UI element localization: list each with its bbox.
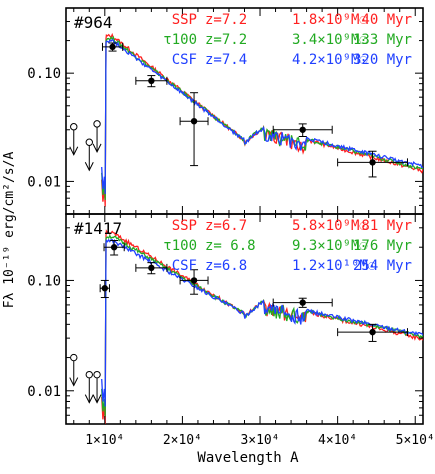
photometry-1417 <box>69 240 408 404</box>
spectrum-csf <box>101 38 423 195</box>
legend-entry: SSP z=6.7 5.8×10⁹M☉81 Myr <box>172 218 412 234</box>
upper-limit <box>84 370 94 404</box>
x-tick-label: 2×10⁴ <box>163 433 202 448</box>
legend-text: 4.2×10⁹M☉ <box>292 52 368 68</box>
legend-text: τ100 <box>163 238 197 254</box>
data-point <box>135 75 168 88</box>
legend-text: z=7.2 <box>205 32 247 48</box>
upper-limit <box>92 120 102 154</box>
legend-text: 81 Myr <box>361 218 412 234</box>
x-tick-label: 5×10⁴ <box>396 433 435 448</box>
legend-text: 133 Myr <box>353 32 412 48</box>
photometry-964 <box>69 42 408 178</box>
legend-text: SSP <box>172 12 197 28</box>
y-tick-label: 0.10 <box>27 273 61 289</box>
x-tick-label: 4×10⁴ <box>318 433 357 448</box>
legend-entry: τ100 z= 6.8 9.3×10⁹M☉176 Myr <box>163 238 412 254</box>
legend-text: 9.3×10⁹M☉ <box>292 238 368 254</box>
panel-1417: 0.10 0.01 1×10⁴ 2×10⁴ 3×10⁴ 4×10⁴ 5×10⁴ SSP z=6… <box>27 213 435 448</box>
legend-text: 1.8×10⁹M☉ <box>292 12 368 28</box>
data-point <box>272 123 333 137</box>
data-point <box>179 269 209 295</box>
legend-entry: τ100 z=7.2 3.4×10⁹M☉133 Myr <box>163 32 412 48</box>
legend-964: SSP z=7.2 1.8×10⁹M☉40 Myr τ100 z=7.2 3.4×10⁹M… <box>163 12 412 68</box>
data-point <box>135 262 168 275</box>
y-tick-label: 0.01 <box>27 174 61 190</box>
data-point <box>179 92 209 167</box>
legend-text: z=6.7 <box>205 218 247 234</box>
y-tick-label: 0.10 <box>27 66 61 82</box>
data-point <box>101 42 124 52</box>
x-tick-label: 3×10⁴ <box>240 433 279 448</box>
legend-text: CSF <box>172 258 197 274</box>
upper-limit <box>69 123 79 156</box>
legend-text: 40 Myr <box>361 12 412 28</box>
legend-entry: CSF z=6.8 1.2×10¹⁰M☉254 Myr <box>172 258 412 274</box>
legend-entry: SSP z=7.2 1.8×10⁹M☉40 Myr <box>172 12 412 28</box>
legend-text: 320 Myr <box>353 52 412 68</box>
legend-text: SSP <box>172 218 197 234</box>
x-axis-label: Wavelength A <box>197 450 299 466</box>
legend-text: z=7.4 <box>205 52 247 68</box>
legend-entry: CSF z=7.4 4.2×10⁹M☉320 Myr <box>172 52 412 68</box>
legend-text: 176 Myr <box>353 238 412 254</box>
legend-1417: SSP z=6.7 5.8×10⁹M☉81 Myr τ100 z= 6.8 9.3×10⁹… <box>163 218 412 274</box>
x-tick-label: 1×10⁴ <box>85 433 124 448</box>
model-spectra-964 <box>101 32 423 207</box>
legend-text: τ100 <box>163 32 197 48</box>
data-point <box>99 279 110 299</box>
panel-964: 0.10 0.01 SSP z=7.2 1.8×10⁹M☉40 Myr τ100 z=7.… <box>27 7 424 215</box>
y-axis-label: Fλ 10⁻¹⁹ erg/cm²/s/A <box>2 152 17 309</box>
legend-text: 3.4×10⁹M☉ <box>292 32 368 48</box>
legend-text: 1.2×10¹⁰M☉ <box>292 258 376 274</box>
legend-text: 5.8×10⁹M☉ <box>292 218 368 234</box>
upper-limit <box>69 353 79 387</box>
axis-ticks-1417: 0.10 0.01 1×10⁴ 2×10⁴ 3×10⁴ 4×10⁴ 5×10⁴ <box>27 213 435 448</box>
data-point <box>337 323 408 342</box>
panel-title-1417: #1417 <box>74 219 122 238</box>
y-tick-label: 0.01 <box>27 384 61 400</box>
legend-text: 254 Myr <box>353 258 412 274</box>
panel-title-964: #964 <box>74 13 113 32</box>
upper-limit <box>84 138 94 172</box>
data-point <box>272 297 333 308</box>
legend-text: z=7.2 <box>205 12 247 28</box>
upper-limit <box>92 370 102 404</box>
data-point <box>337 150 408 178</box>
legend-text: CSF <box>172 52 197 68</box>
data-point <box>103 240 125 256</box>
legend-text: z=6.8 <box>205 258 247 274</box>
legend-text: z= 6.8 <box>205 238 256 254</box>
